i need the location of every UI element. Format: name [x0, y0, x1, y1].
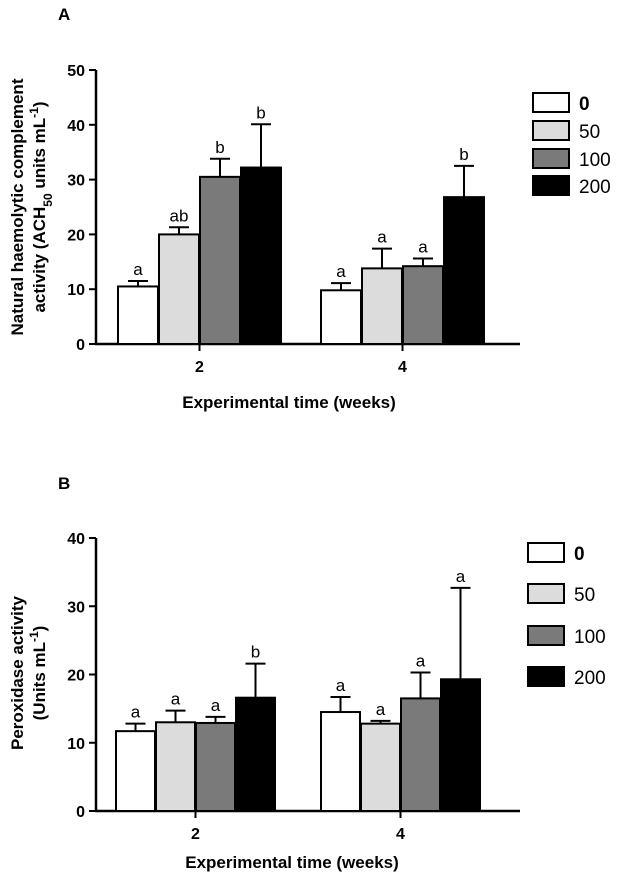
y-tick-label: 30	[67, 599, 85, 616]
legend-swatch-100	[527, 625, 565, 646]
significance-label: a	[376, 700, 386, 719]
y-axis-title-b-line2: (Units mL-1)	[27, 626, 49, 721]
y-tick-label: 40	[67, 118, 85, 135]
bar-100-week-2	[195, 721, 236, 813]
y-tick-label: 20	[67, 227, 85, 244]
bar-100-week-4	[402, 265, 444, 345]
plots: 010203040502aabbb4aaab050100200010203040…	[67, 63, 611, 843]
panel-label-a: A	[58, 5, 70, 24]
bar-0-week-4	[320, 711, 361, 812]
significance-label: b	[251, 643, 260, 662]
y-axis-title-a-close: )	[30, 101, 49, 107]
legend-swatch-200	[527, 666, 565, 687]
bar-50-week-2	[158, 233, 200, 345]
y-axis-title-a: Natural haemolytic complement activity (…	[8, 78, 55, 335]
significance-label: b	[256, 103, 265, 122]
y-axis-title-b-sup: -1	[27, 631, 41, 642]
chart-panel-b: 0 10 20 30 40 2 a a a b 4 a a a a 0 50 100 200	[67, 531, 606, 843]
bar-0-week-4	[320, 289, 362, 345]
y-tick-label: 20	[67, 668, 85, 685]
legend-label-50: 50	[574, 585, 595, 606]
legend-swatch-0	[532, 92, 570, 113]
significance-label: b	[459, 145, 468, 164]
bar-50-week-4	[361, 267, 403, 346]
significance-label: a	[131, 703, 141, 722]
x-tick-label: 2	[195, 359, 204, 376]
significance-label: ab	[170, 206, 189, 225]
bar-200-week-2	[240, 166, 282, 345]
significance-label: a	[418, 238, 428, 257]
legend-swatch-50	[532, 120, 570, 141]
legend-swatch-100	[532, 148, 570, 169]
y-tick-label: 50	[67, 63, 85, 80]
y-axis-title-b-line2-main: (Units mL	[30, 642, 49, 720]
legend-label-50: 50	[579, 122, 600, 143]
bar-200-week-2	[235, 696, 276, 813]
legend-label-100: 100	[574, 627, 606, 648]
bar-100-week-2	[199, 175, 241, 345]
significance-label: a	[377, 228, 387, 247]
y-axis-title-a-line2-main: activity (ACH	[30, 207, 49, 313]
legend-swatch-0	[527, 542, 565, 563]
y-axis-title-a-rest: units mL	[30, 118, 49, 194]
bar-200-week-4	[440, 678, 481, 813]
bar-0-week-2	[117, 285, 159, 345]
x-axis-title-b: Experimental time (weeks)	[185, 853, 399, 872]
significance-label: a	[211, 696, 221, 715]
bar-50-week-4	[360, 722, 401, 813]
bar-200-week-4	[443, 196, 485, 345]
y-tick-label: 0	[76, 337, 85, 354]
legend-swatch-200	[532, 175, 570, 196]
x-axis-title-a: Experimental time (weeks)	[182, 393, 396, 412]
y-axis-title-a-line1: Natural haemolytic complement	[8, 78, 27, 335]
significance-label: a	[336, 676, 346, 695]
significance-label: a	[456, 567, 466, 586]
significance-label: a	[416, 651, 426, 670]
legend-label-0: 0	[574, 544, 585, 565]
y-tick-label: 0	[76, 804, 85, 821]
y-tick-label: 10	[67, 282, 85, 299]
y-axis-title-a-sub: 50	[41, 193, 55, 207]
significance-label: a	[133, 260, 143, 279]
legend-swatch-50	[527, 583, 565, 604]
bar-0-week-2	[115, 730, 156, 813]
y-axis-title-b-line1: Peroxidase activity	[8, 595, 27, 750]
significance-label: a	[171, 690, 181, 709]
legend-label-0: 0	[579, 94, 590, 115]
legend-label-200: 200	[574, 668, 606, 689]
y-axis-title-b: Peroxidase activity (Units mL-1)	[8, 595, 49, 750]
y-axis-title-a-line2: activity (ACH50 units mL-1)	[27, 101, 55, 312]
significance-label: a	[336, 262, 346, 281]
x-tick-label: 4	[396, 826, 405, 843]
panel-label-b: B	[58, 474, 70, 493]
y-axis-title-b-close: )	[30, 626, 49, 632]
x-tick-label: 4	[398, 359, 407, 376]
significance-label: b	[215, 138, 224, 157]
legend-label-100: 100	[579, 150, 611, 171]
legend-label-200: 200	[579, 177, 611, 198]
bar-50-week-2	[155, 721, 196, 813]
y-tick-label: 40	[67, 531, 85, 548]
x-tick-label: 2	[191, 826, 200, 843]
bar-100-week-4	[400, 697, 441, 813]
y-tick-label: 30	[67, 173, 85, 190]
y-axis-title-a-sup: -1	[27, 107, 41, 118]
y-tick-label: 10	[67, 736, 85, 753]
